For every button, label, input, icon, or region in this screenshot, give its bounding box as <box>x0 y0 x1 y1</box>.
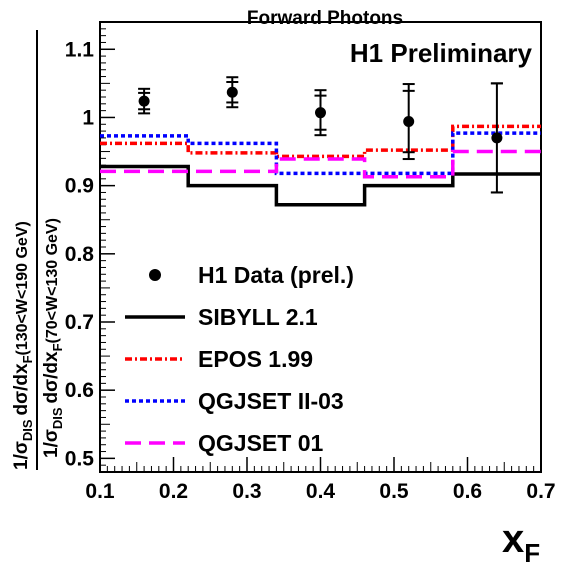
ylabel-num-range: (130<W<190 GeV) <box>14 221 31 355</box>
data-point <box>138 95 150 107</box>
legend-label: QGJSET 01 <box>198 430 323 456</box>
y-tick-label: 1.1 <box>65 38 95 61</box>
y-tick-label: 0.8 <box>65 243 95 266</box>
ylabel-num-pre-sub: DIS <box>20 419 35 441</box>
y-tick-label: 0.5 <box>65 447 95 470</box>
x-axis: 0.1 0.2 0.3 0.4 0.5 0.6 0.7 <box>85 457 556 503</box>
ylabel-den-frac: dσ/dx <box>41 351 62 403</box>
x-tick-label: 0.2 <box>159 480 188 503</box>
ylabel-den-range: (70<W<130 GeV) <box>44 218 61 343</box>
x-tick-label: 0.4 <box>306 480 336 503</box>
legend-marker-data <box>149 269 161 281</box>
ylabel-num-pre: 1/σ <box>11 441 32 470</box>
y-tick-label: 0.7 <box>65 311 94 334</box>
ylabel-den-frac-sub: F <box>50 343 65 351</box>
chart-title: Forward Photons <box>247 8 403 29</box>
ylabel-den-pre-sub: DIS <box>50 407 65 429</box>
y-tick-label: 1 <box>82 106 94 129</box>
series-line-3 <box>100 149 541 179</box>
y-tick-label: 0.6 <box>65 379 94 402</box>
x-tick-label: 0.5 <box>379 480 409 503</box>
x-tick-label: 0.6 <box>453 480 482 503</box>
x-axis-label-sub: F <box>524 538 540 568</box>
y-axis-label-numerator: 1/σDIS dσ/dxF(130<W<190 GeV) <box>11 221 35 470</box>
x-axis-label: xF <box>502 517 540 568</box>
data-point <box>226 86 238 98</box>
data-markers <box>138 76 503 194</box>
data-point <box>315 107 326 119</box>
series-line-1 <box>100 124 541 159</box>
legend-label: H1 Data (prel.) <box>198 262 354 288</box>
x-axis-label-main: x <box>502 517 524 561</box>
legend-label: EPOS 1.99 <box>198 346 313 372</box>
x-tick-label: 0.3 <box>232 480 261 503</box>
y-axis: 0.5 0.6 0.7 0.8 0.9 1 1.1 <box>65 28 115 470</box>
x-tick-label: 0.7 <box>526 480 555 503</box>
y-axis-label-denominator: 1/σDIS dσ/dxF(70<W<130 GeV) <box>41 218 65 458</box>
legend-label: SIBYLL 2.1 <box>198 304 318 330</box>
series-lines <box>100 124 541 207</box>
series-line-0 <box>100 164 541 207</box>
legend-label: QGJSET II-03 <box>198 388 344 414</box>
ylabel-num-frac-sub: F <box>20 355 35 363</box>
data-point <box>403 116 415 128</box>
data-point <box>491 132 503 144</box>
series-line-2 <box>100 131 541 176</box>
ylabel-num-frac: dσ/dx <box>11 363 32 415</box>
chart-annotation: H1 Preliminary <box>350 38 533 68</box>
y-axis-label: 1/σDISdσ/dxF(130<W<190 GeV) 1/σDISdσ/dxF… <box>11 30 65 470</box>
legend: H1 Data (prel.) SIBYLL 2.1 EPOS 1.99 QGJSET… <box>125 262 354 456</box>
x-tick-label: 0.1 <box>85 480 115 503</box>
ylabel-den-pre: 1/σ <box>41 429 62 458</box>
y-tick-label: 0.9 <box>65 175 94 198</box>
